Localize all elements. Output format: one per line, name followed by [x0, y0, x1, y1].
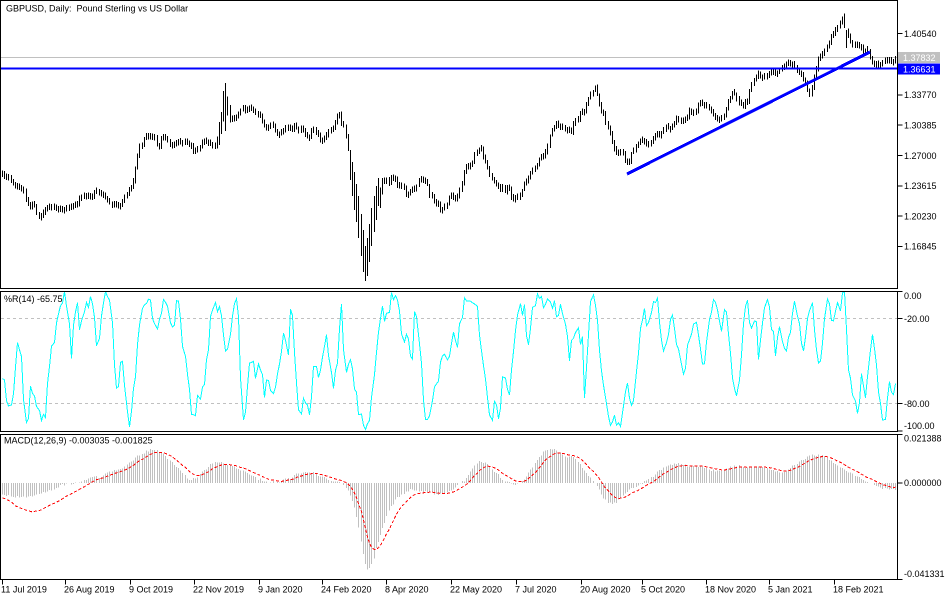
svg-text:-0.041331: -0.041331	[904, 569, 945, 579]
svg-text:7 Jul 2020: 7 Jul 2020	[515, 585, 557, 595]
svg-text:MACD(12,26,9) -0.003035 -0.001: MACD(12,26,9) -0.003035 -0.001825	[4, 436, 153, 446]
svg-text:1.23615: 1.23615	[904, 181, 937, 191]
svg-text:5 Jan 2021: 5 Jan 2021	[768, 585, 813, 595]
svg-text:9 Jan 2020: 9 Jan 2020	[258, 585, 303, 595]
svg-text:0.000000: 0.000000	[904, 478, 942, 488]
svg-text:18 Nov 2020: 18 Nov 2020	[705, 585, 756, 595]
svg-text:22 May 2020: 22 May 2020	[450, 585, 502, 595]
svg-text:1.16845: 1.16845	[904, 242, 937, 252]
svg-text:18 Feb 2021: 18 Feb 2021	[833, 585, 884, 595]
svg-text:%R(14) -65.75: %R(14) -65.75	[4, 294, 63, 304]
svg-text:1.36631: 1.36631	[903, 65, 936, 75]
svg-text:GBPUSD, Daily: Pound Sterling: GBPUSD, Daily: Pound Sterling vs US Doll…	[6, 4, 188, 14]
svg-text:0.021388: 0.021388	[904, 434, 942, 444]
svg-text:1.20230: 1.20230	[904, 211, 937, 221]
svg-text:26 Aug 2019: 26 Aug 2019	[64, 585, 115, 595]
svg-text:9 Oct 2019: 9 Oct 2019	[129, 585, 173, 595]
svg-text:20 Aug 2020: 20 Aug 2020	[580, 585, 631, 595]
svg-text:1.33770: 1.33770	[904, 90, 937, 100]
svg-text:0.00: 0.00	[904, 291, 922, 301]
svg-text:1.37832: 1.37832	[903, 53, 936, 63]
svg-text:22 Nov 2019: 22 Nov 2019	[193, 585, 244, 595]
svg-text:1.30385: 1.30385	[904, 121, 937, 131]
svg-text:-100.00: -100.00	[904, 421, 935, 431]
svg-text:24 Feb 2020: 24 Feb 2020	[321, 585, 372, 595]
svg-text:-20.00: -20.00	[904, 314, 930, 324]
svg-text:5 Oct 2020: 5 Oct 2020	[641, 585, 685, 595]
svg-text:-80.00: -80.00	[904, 399, 930, 409]
svg-text:1.40540: 1.40540	[904, 29, 937, 39]
svg-text:11 Jul 2019: 11 Jul 2019	[1, 585, 47, 595]
svg-text:1.27000: 1.27000	[904, 151, 937, 161]
svg-text:8 Apr 2020: 8 Apr 2020	[385, 585, 429, 595]
